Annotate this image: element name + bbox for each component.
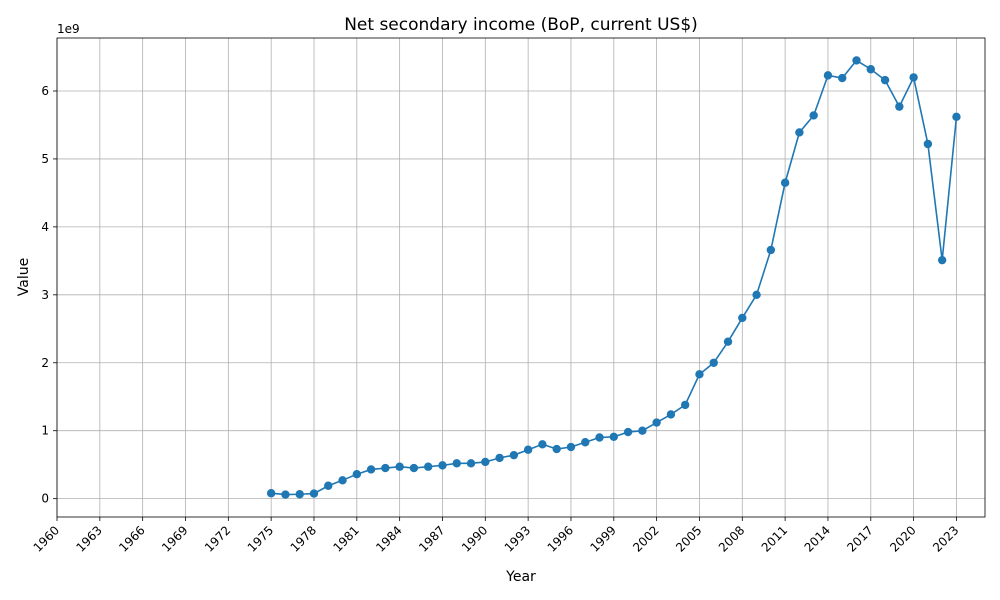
data-point (452, 459, 461, 468)
data-point (595, 433, 604, 442)
data-point (766, 245, 776, 255)
data-point (952, 112, 961, 122)
x-tick-label: 1993 (502, 523, 533, 554)
data-point (352, 469, 362, 479)
data-point (638, 426, 647, 435)
x-tick-label: 1963 (73, 523, 104, 554)
grid (56, 38, 985, 517)
x-tick-label: 2023 (930, 523, 961, 554)
x-tick-label: 2014 (802, 523, 833, 554)
data-point (438, 461, 447, 470)
y-axis: 0 1 2 3 4 5 6 (41, 84, 57, 506)
data-point (281, 490, 290, 499)
y-tick-label: 6 (41, 84, 49, 98)
data-point (581, 438, 590, 447)
data-point (709, 358, 718, 367)
data-point (838, 73, 847, 83)
series-net-secondary-income (266, 56, 961, 499)
data-point (780, 178, 790, 187)
x-tick-label: 2017 (844, 523, 875, 554)
data-point (880, 75, 890, 85)
x-tick-label: 1999 (587, 523, 618, 554)
x-tick-label: 2011 (759, 523, 790, 554)
data-point (409, 463, 419, 473)
x-tick-label: 2020 (887, 523, 918, 554)
data-point (923, 139, 933, 149)
x-tick-label: 2002 (630, 523, 661, 554)
x-tick-label: 1972 (202, 523, 233, 554)
plot-frame (56, 37, 986, 518)
data-point (381, 463, 390, 473)
x-tick-label: 1987 (416, 523, 447, 554)
y-tick-label: 1 (41, 424, 49, 438)
data-point (509, 450, 519, 460)
x-tick-label: 1969 (159, 523, 190, 554)
data-point (566, 442, 576, 452)
data-point (680, 400, 690, 410)
x-tick-label: 1960 (31, 523, 62, 554)
y-axis-title: Value (16, 258, 32, 296)
data-point (623, 427, 633, 437)
data-point (366, 465, 376, 474)
x-tick-label: 1984 (373, 523, 404, 554)
x-axis: 1960 1963 1966 1969 1972 1975 1978 1981 1984 1987… (31, 517, 962, 555)
y-tick-label: 3 (41, 288, 49, 302)
data-point (852, 56, 861, 65)
x-tick-label: 2008 (716, 523, 747, 554)
y-tick-label: 5 (41, 152, 49, 166)
data-point (538, 440, 547, 449)
x-tick-label: 1990 (459, 523, 490, 554)
y-tick-label: 0 (41, 492, 49, 506)
data-point (523, 445, 533, 454)
data-point (466, 459, 476, 468)
data-point (481, 457, 490, 467)
data-point (752, 290, 761, 300)
data-point (495, 453, 504, 463)
data-point (723, 337, 733, 346)
x-tick-label: 1966 (116, 523, 147, 554)
data-point (823, 71, 833, 80)
data-point (909, 73, 918, 82)
data-point (309, 489, 319, 498)
data-point (395, 462, 404, 471)
data-point (324, 481, 333, 490)
x-tick-label: 2005 (673, 523, 704, 554)
data-point (695, 370, 704, 379)
data-point (552, 444, 561, 454)
data-point (937, 255, 947, 265)
data-point (338, 476, 347, 485)
data-point (652, 418, 661, 427)
data-point (609, 432, 618, 442)
x-tick-label: 1978 (288, 523, 319, 554)
data-point (666, 410, 676, 419)
x-tick-label: 1981 (330, 523, 361, 554)
x-axis-title: Year (505, 569, 536, 585)
y-tick-label: 2 (41, 356, 49, 370)
x-tick-label: 1975 (245, 523, 276, 554)
data-point (795, 128, 804, 137)
data-point (424, 462, 433, 471)
data-point (738, 313, 747, 323)
data-point (266, 489, 276, 498)
x-tick-label: 1996 (545, 523, 576, 554)
data-point (866, 65, 875, 74)
data-point (295, 490, 304, 499)
y-offset-label: 1e9 (57, 22, 80, 36)
y-tick-label: 4 (41, 220, 49, 234)
chart-title: Net secondary income (BoP, current US$) (344, 15, 698, 35)
data-point (895, 102, 904, 111)
data-point (809, 111, 818, 120)
